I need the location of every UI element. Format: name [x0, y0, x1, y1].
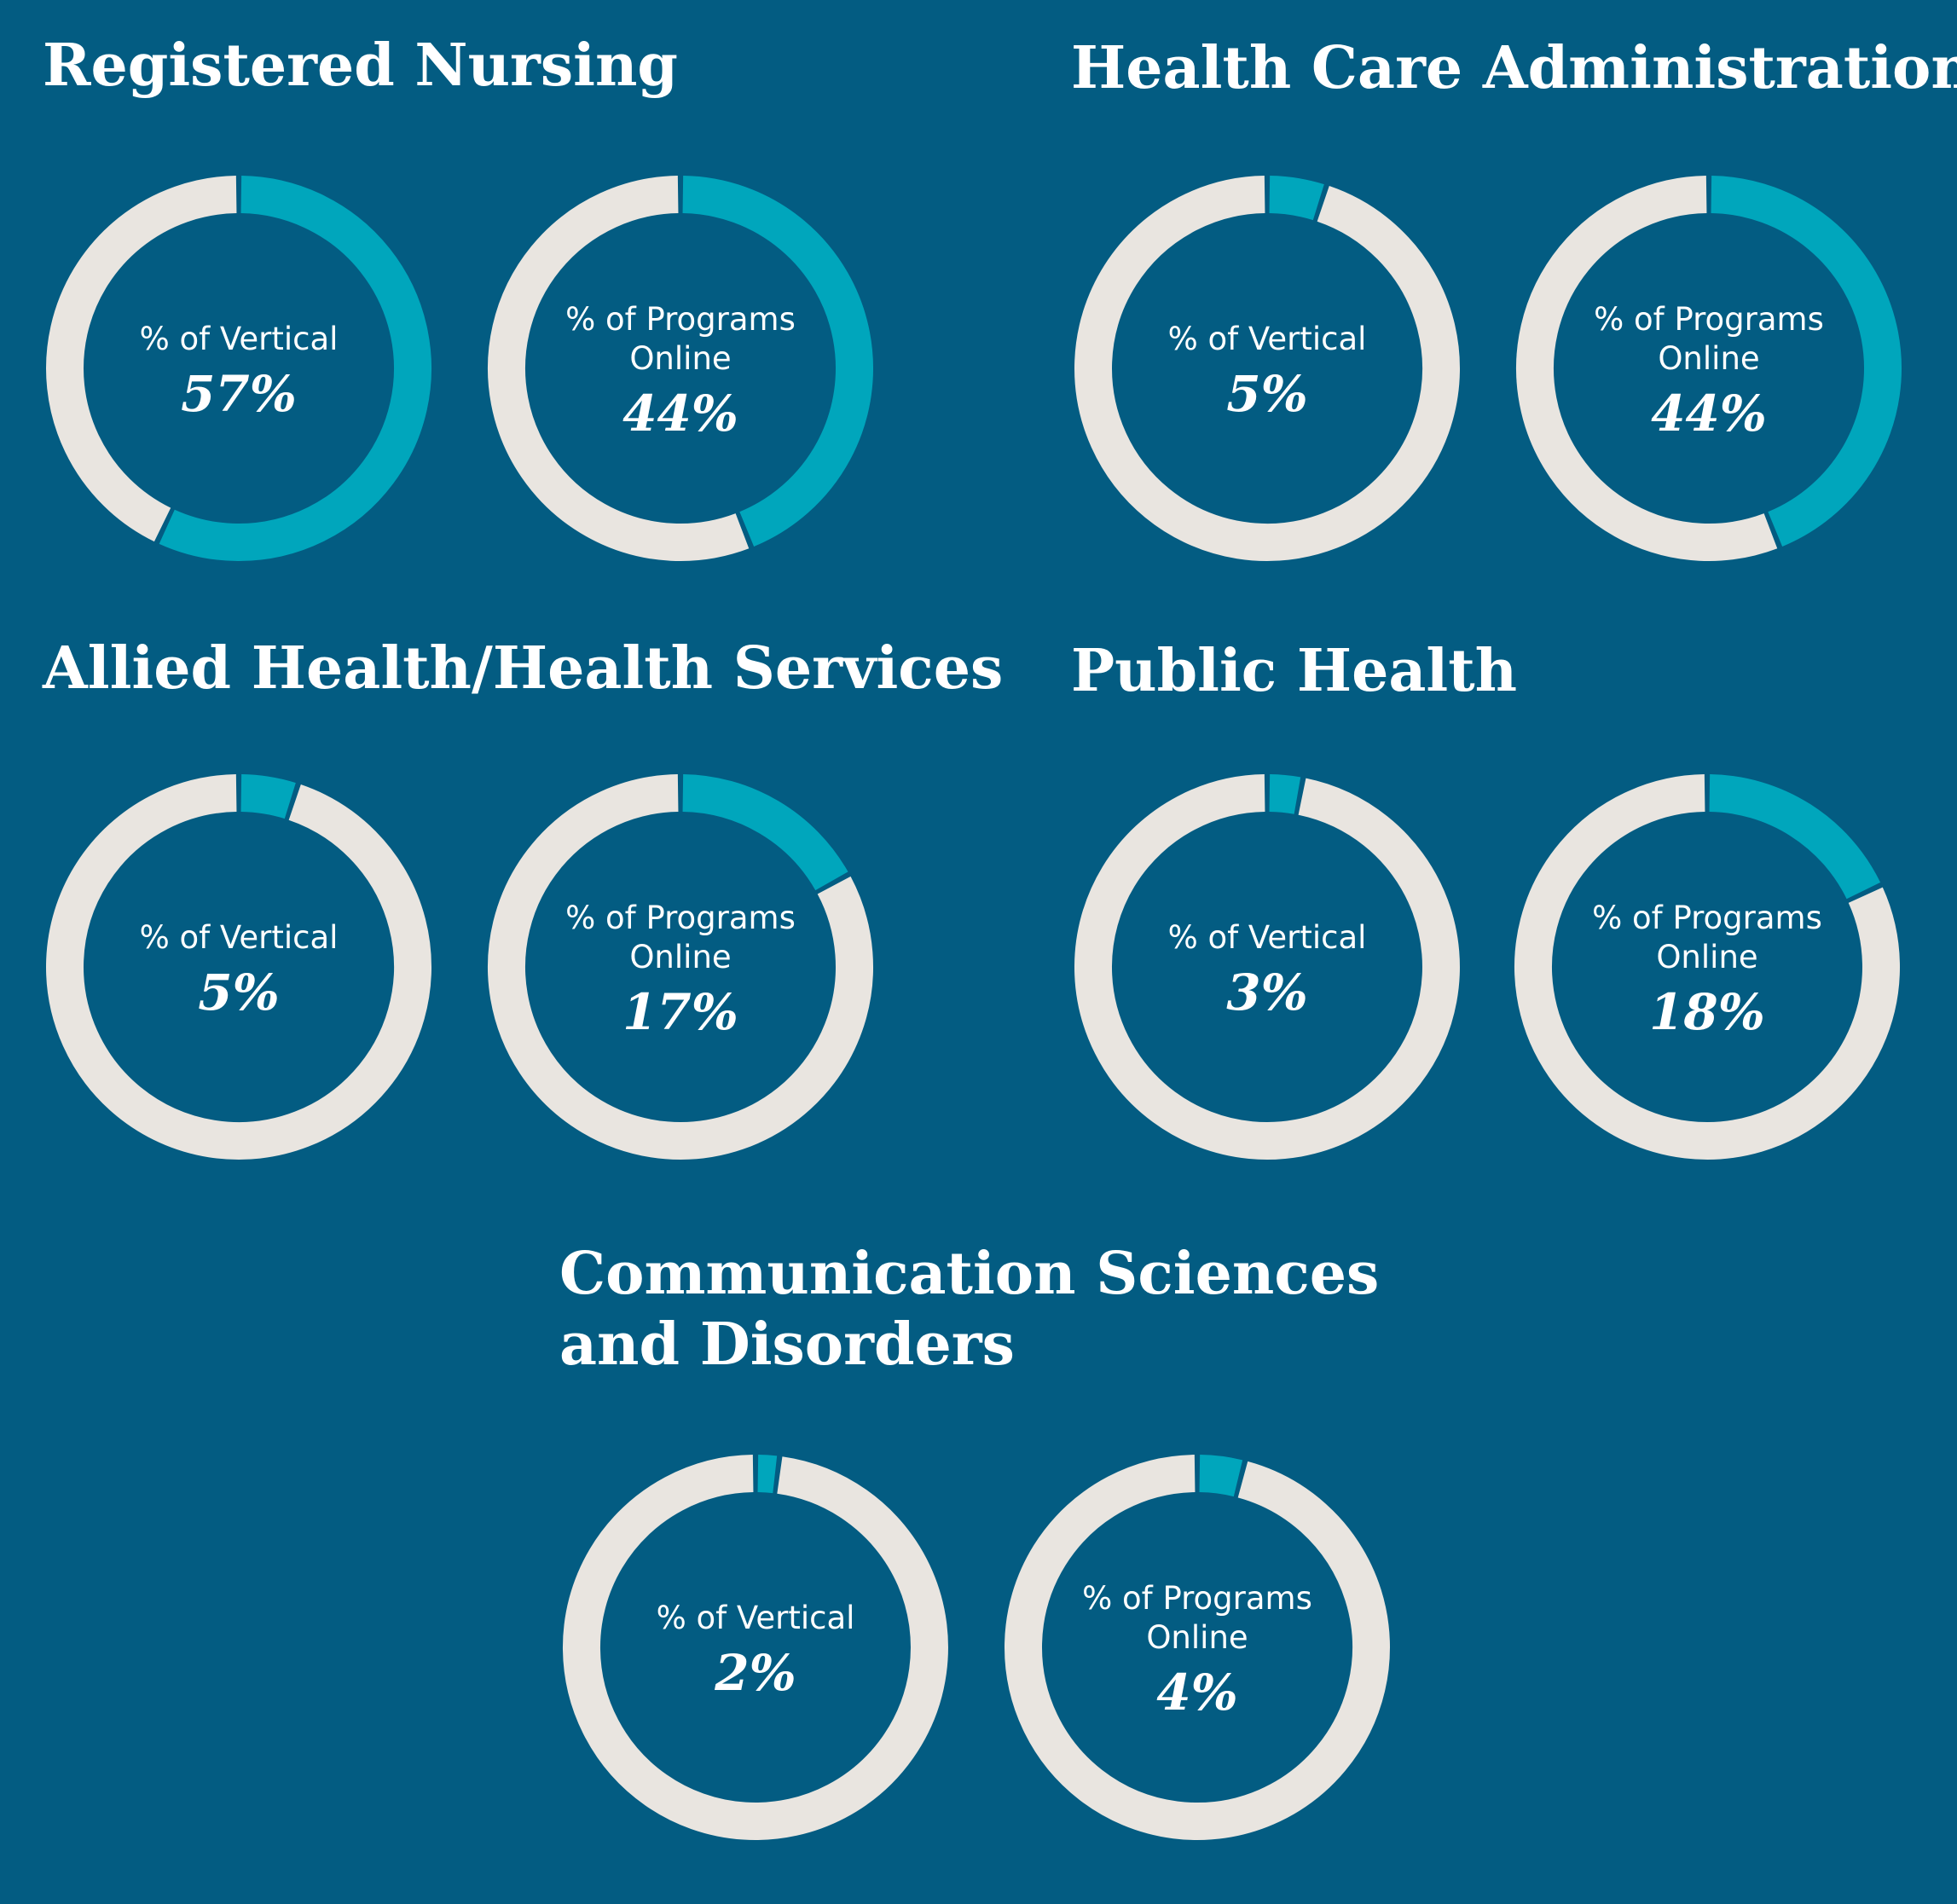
donut-track-segment	[1005, 1455, 1390, 1840]
section-0: Registered Nursing % of Vertical 57% % of P…	[43, 32, 873, 561]
donut-value-segment	[682, 774, 848, 891]
donut-chart: % of Vertical 2%	[562, 1455, 948, 1840]
donut-label: % of Vertical	[1168, 919, 1367, 956]
donut-label-line: % of Vertical	[140, 321, 339, 357]
donut-label: % of Programs Online	[565, 900, 796, 975]
donut-label-line: % of Programs	[565, 900, 796, 936]
donut-chart: % of Vertical 57%	[46, 176, 431, 561]
donut-label-line: % of Vertical	[657, 1600, 855, 1636]
section-title: Registered Nursing	[43, 32, 678, 100]
donut-label-line: % of Programs	[1082, 1580, 1312, 1617]
donut-label: % of Programs Online	[1592, 900, 1822, 975]
donut-chart: % of Programs Online 44%	[488, 176, 873, 561]
donut-label-line: Online	[1656, 939, 1757, 975]
section-3: Public Health % of Vertical 3% % of Program…	[1071, 637, 1900, 1160]
donut-track-segment	[1074, 774, 1460, 1160]
donut-label: % of Programs Online	[565, 301, 796, 377]
donut-label: % of Vertical	[140, 321, 339, 357]
donut-value-segment	[159, 176, 431, 561]
donut-chart: % of Programs Online 18%	[1514, 774, 1900, 1160]
donut-value-segment	[1269, 774, 1301, 814]
donut-value: 44%	[1651, 385, 1767, 443]
donut-value-segment	[1198, 1455, 1243, 1497]
donut-label-line: Online	[629, 939, 731, 975]
donut-track-segment	[1514, 774, 1900, 1160]
donut-value: 4%	[1156, 1664, 1237, 1722]
donut-chart: % of Programs Online 17%	[488, 774, 873, 1160]
donut-chart: % of Vertical 5%	[1074, 176, 1460, 561]
donut-value-segment	[1709, 774, 1881, 900]
section-title-line: and Disorders	[559, 1311, 1015, 1379]
section-4: Communication Sciences and Disorders % of …	[559, 1240, 1390, 1840]
donut-track-segment	[46, 176, 237, 542]
donut-label: % of Vertical	[140, 919, 339, 956]
donut-label-line: % of Programs	[565, 301, 796, 338]
donut-chart: % of Vertical 5%	[46, 774, 431, 1160]
donut-label: % of Vertical	[657, 1600, 855, 1636]
donut-label-line: Online	[1146, 1619, 1248, 1656]
donut-value: 3%	[1226, 964, 1307, 1021]
donut-label-line: Online	[629, 340, 731, 377]
section-1: Health Care Administration % of Vertical 5…	[1071, 34, 1957, 561]
donut-value: 17%	[622, 983, 738, 1041]
donut-value-segment	[1711, 176, 1902, 547]
donut-value: 5%	[198, 964, 279, 1021]
donut-value-segment	[240, 774, 296, 819]
donut-value: 2%	[714, 1644, 796, 1702]
donut-label: % of Vertical	[1168, 321, 1367, 357]
donut-track-segment	[562, 1455, 948, 1840]
section-title: Allied Health/Health Services	[42, 634, 1003, 703]
donut-label: % of Programs Online	[1594, 301, 1824, 377]
donut-value-segment	[757, 1455, 778, 1494]
donut-label: % of Programs Online	[1082, 1580, 1312, 1656]
donut-label-line: Online	[1658, 340, 1759, 377]
donut-value: 44%	[622, 385, 738, 443]
donut-track-segment	[1074, 176, 1460, 561]
donut-label-line: % of Programs	[1592, 900, 1822, 936]
donut-chart: % of Vertical 3%	[1074, 774, 1460, 1160]
donut-track-segment	[488, 774, 873, 1160]
donut-track-segment	[46, 774, 431, 1160]
donut-chart: % of Programs Online 44%	[1516, 176, 1902, 561]
donut-track-segment	[1516, 176, 1778, 561]
donut-chart: % of Programs Online 4%	[1005, 1455, 1390, 1840]
donut-value: 5%	[1226, 365, 1307, 423]
donut-value-segment	[1268, 176, 1324, 221]
donut-label-line: % of Programs	[1594, 301, 1824, 338]
section-title: Communication Sciences and Disorders	[559, 1240, 1379, 1379]
donut-track-segment	[488, 176, 750, 561]
donut-label-line: % of Vertical	[1168, 919, 1367, 956]
donut-value: 18%	[1649, 983, 1765, 1041]
donut-value: 57%	[181, 365, 297, 423]
donut-label-line: % of Vertical	[1168, 321, 1367, 357]
section-title: Public Health	[1071, 637, 1517, 705]
section-title-line: Communication Sciences	[559, 1240, 1379, 1308]
donut-label-line: % of Vertical	[140, 919, 339, 956]
section-2: Allied Health/Health Services % of Vertic…	[42, 634, 1003, 1160]
donut-value-segment	[682, 176, 873, 547]
section-title: Health Care Administration	[1071, 34, 1957, 102]
